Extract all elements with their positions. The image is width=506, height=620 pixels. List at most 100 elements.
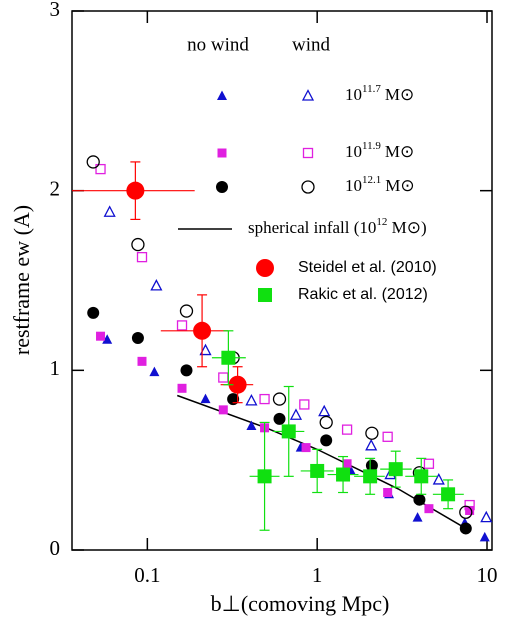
point bbox=[299, 399, 310, 410]
point bbox=[336, 467, 351, 482]
point bbox=[137, 356, 147, 366]
point bbox=[257, 469, 272, 484]
legend-column: no wind bbox=[187, 34, 249, 55]
legend-text: M⊙ bbox=[385, 85, 414, 104]
point bbox=[388, 462, 403, 477]
point bbox=[365, 459, 378, 472]
point bbox=[320, 434, 333, 447]
legend-marker bbox=[216, 181, 228, 193]
point bbox=[281, 424, 296, 439]
point bbox=[96, 331, 106, 341]
legend-marker bbox=[301, 89, 315, 101]
point bbox=[363, 469, 378, 484]
legend-text: 12.1 bbox=[362, 174, 381, 186]
x-tick-label: 1 bbox=[312, 563, 323, 587]
legend-label: Steidel et al. (2010) bbox=[298, 259, 437, 276]
point bbox=[179, 304, 194, 318]
point bbox=[200, 393, 211, 404]
legend-text: M⊙ bbox=[385, 142, 414, 161]
legend-text: 10 bbox=[345, 85, 362, 104]
point bbox=[193, 321, 212, 340]
point bbox=[413, 493, 426, 506]
y-tick-label: 1 bbox=[50, 356, 61, 380]
point bbox=[95, 163, 106, 175]
point bbox=[218, 372, 229, 383]
legend-label: Rakic et al. (2012) bbox=[298, 286, 428, 303]
point bbox=[319, 415, 333, 430]
legend-text: M⊙) bbox=[387, 218, 426, 237]
point bbox=[423, 458, 435, 469]
legend-marker bbox=[217, 90, 227, 100]
point bbox=[301, 443, 311, 453]
point bbox=[465, 505, 475, 515]
legend-text: 10 bbox=[345, 176, 362, 195]
point bbox=[180, 364, 193, 377]
point bbox=[273, 412, 286, 425]
legend-text: spherical infall (10 bbox=[248, 218, 376, 237]
point bbox=[221, 350, 236, 365]
legend-marker bbox=[301, 180, 315, 194]
legend-text: 12 bbox=[376, 216, 387, 228]
legend-marker bbox=[258, 288, 272, 302]
point bbox=[441, 487, 456, 502]
point bbox=[365, 426, 379, 440]
point bbox=[414, 469, 429, 484]
point bbox=[102, 334, 113, 344]
point bbox=[412, 512, 423, 522]
point bbox=[432, 473, 445, 485]
point bbox=[150, 278, 163, 291]
point bbox=[126, 181, 145, 200]
point bbox=[365, 438, 378, 451]
legend-text: M⊙ bbox=[385, 176, 414, 195]
point bbox=[246, 420, 257, 431]
legend-marker bbox=[256, 259, 274, 277]
point bbox=[228, 375, 247, 394]
point bbox=[424, 504, 434, 514]
point bbox=[289, 408, 303, 420]
point bbox=[245, 393, 258, 406]
legend-marker bbox=[302, 147, 314, 159]
point bbox=[131, 237, 145, 252]
point bbox=[87, 306, 100, 319]
point bbox=[272, 392, 287, 406]
legend-label: 1012.1 M⊙ bbox=[345, 174, 415, 195]
point bbox=[177, 383, 187, 393]
y-tick-label: 0 bbox=[50, 536, 61, 560]
point bbox=[383, 488, 393, 498]
point bbox=[342, 459, 352, 469]
plot-frame bbox=[71, 10, 493, 551]
legend-marker bbox=[217, 148, 227, 158]
legend-label: 1011.9 M⊙ bbox=[345, 140, 414, 161]
point bbox=[103, 205, 116, 217]
point bbox=[149, 366, 160, 377]
point bbox=[318, 404, 331, 417]
x-tick-label: 10 bbox=[477, 563, 498, 587]
point bbox=[464, 499, 475, 511]
point bbox=[459, 505, 473, 519]
legend-label: 1011.7 M⊙ bbox=[345, 83, 414, 104]
y-tick-label: 2 bbox=[50, 176, 61, 200]
point bbox=[479, 531, 490, 542]
point bbox=[310, 463, 325, 478]
y-axis-label: restframe ew (A) bbox=[9, 205, 34, 355]
point bbox=[341, 424, 353, 435]
legend-text: 11.7 bbox=[362, 83, 381, 95]
x-axis-label: b⊥(comoving Mpc) bbox=[211, 591, 390, 616]
legend-column: wind bbox=[292, 34, 331, 55]
point bbox=[86, 155, 100, 169]
point bbox=[131, 331, 144, 344]
legend-text: 11.9 bbox=[362, 140, 381, 152]
point bbox=[480, 510, 493, 523]
point bbox=[382, 431, 393, 442]
point bbox=[259, 393, 270, 405]
point bbox=[218, 405, 228, 415]
point bbox=[459, 522, 472, 535]
x-tick-label: 0.1 bbox=[134, 563, 160, 587]
legend-text: 10 bbox=[345, 142, 362, 161]
point bbox=[136, 251, 148, 263]
y-tick-label: 3 bbox=[50, 0, 61, 21]
point bbox=[176, 320, 188, 331]
point bbox=[199, 343, 212, 356]
legend-label: spherical infall (1012 M⊙) bbox=[248, 216, 427, 237]
